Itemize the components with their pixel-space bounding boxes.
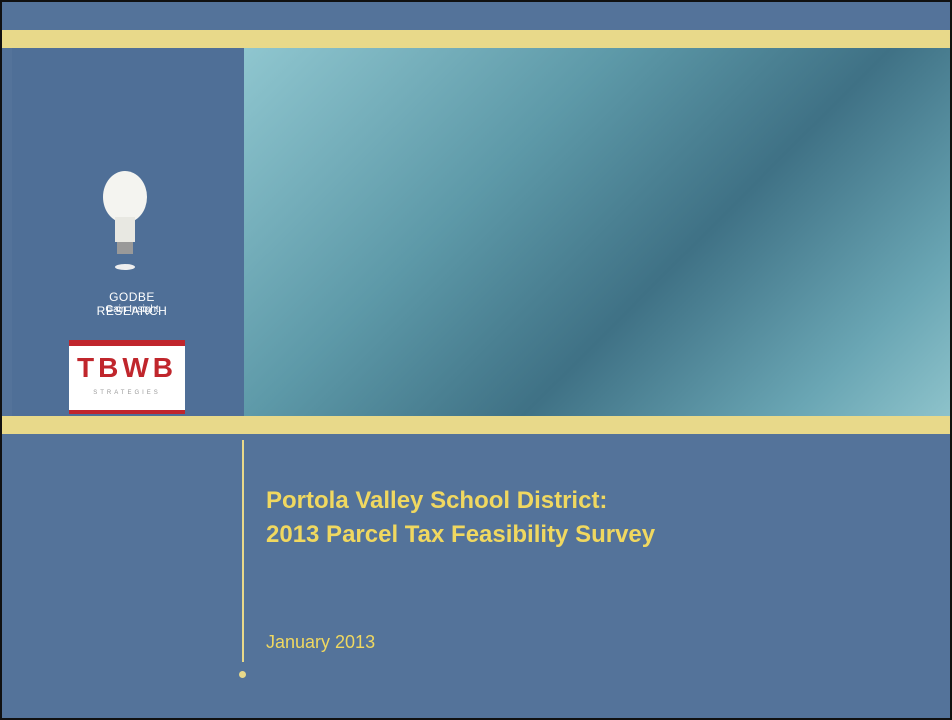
partner-name: TBWB — [69, 352, 185, 384]
title: Portola Valley School District: 2013 Par… — [266, 484, 655, 552]
slide: GODBE RESEARCH Gain Insight TBWB STRATEG… — [0, 0, 952, 720]
date: January 2013 — [266, 632, 375, 653]
lightbulb-icon — [97, 167, 157, 277]
tagline: Gain Insight — [82, 304, 182, 315]
title-line: 2013 Parcel Tax Feasibility Survey — [266, 518, 655, 552]
partner-sub: STRATEGIES — [69, 390, 185, 396]
divider-dot — [239, 671, 246, 678]
divider — [242, 440, 244, 662]
top-band — [2, 30, 952, 48]
partner-logo: TBWB STRATEGIES — [69, 340, 185, 414]
bottom-band — [2, 416, 952, 434]
title-line: Portola Valley School District: — [266, 484, 655, 518]
crowd-photo — [244, 48, 952, 416]
